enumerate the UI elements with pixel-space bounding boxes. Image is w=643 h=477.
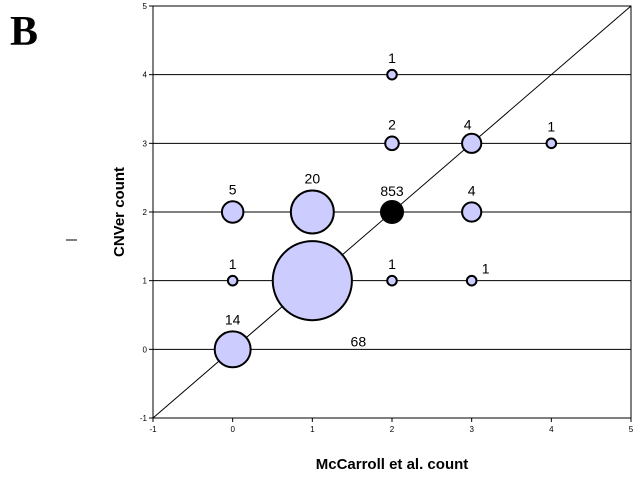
y-tick-label: 3 <box>143 139 148 148</box>
bubble <box>220 200 245 224</box>
x-tick-label: 1 <box>310 425 315 434</box>
bubble <box>384 135 400 152</box>
bubble <box>465 274 478 287</box>
x-tick-label: 0 <box>230 425 235 434</box>
y-axis-title: CNVer count <box>111 167 128 257</box>
bubble-count-label: 1 <box>388 256 396 272</box>
bubble-count-label: 853 <box>380 183 404 199</box>
bubble-count-label: 1 <box>547 119 555 135</box>
bubble-count-label: 5 <box>229 181 237 197</box>
x-axis-title: McCarroll et al. count <box>316 456 469 473</box>
y-tick-label: 1 <box>143 277 148 286</box>
x-tick-label: -1 <box>149 425 157 434</box>
y-axis-ticks: -1 0 1 2 3 4 5 <box>140 2 153 423</box>
bubble <box>271 240 353 322</box>
y-tick-label: 5 <box>143 2 148 11</box>
panel-label: B <box>10 9 39 55</box>
y-tick-label: 4 <box>143 71 148 80</box>
bubble-count-label: 1 <box>388 50 396 66</box>
bubble-count-label: 14 <box>225 311 241 327</box>
x-tick-label: 2 <box>390 425 395 434</box>
bubble <box>545 137 558 150</box>
bubble <box>289 189 335 235</box>
bubble <box>226 274 239 287</box>
bubble-count-label: 68 <box>351 334 367 350</box>
bubble-count-label: 4 <box>464 116 472 132</box>
y-tick-label: 0 <box>143 345 148 354</box>
bubble <box>461 201 483 223</box>
bubble-count-label: 1 <box>482 261 490 277</box>
bubble <box>380 200 404 224</box>
x-axis-ticks: -1 0 1 2 3 4 5 <box>149 418 634 434</box>
bubble <box>461 132 483 154</box>
bubble-count-label: 1 <box>229 256 237 272</box>
count-labels: 1 2 4 1 5 20 853 4 1 68 1 1 14 <box>225 50 556 350</box>
bubbles <box>213 68 558 369</box>
x-tick-label: 5 <box>629 425 634 434</box>
x-tick-label: 4 <box>549 425 554 434</box>
y-tick-label: -1 <box>140 414 148 423</box>
bubble <box>213 330 252 369</box>
bubble-count-label: 4 <box>468 182 476 198</box>
bubble-count-label: 2 <box>388 117 396 133</box>
y-tick-label: 2 <box>143 208 148 217</box>
bubble <box>386 274 398 287</box>
bubble-count-label: 20 <box>305 171 321 187</box>
x-tick-label: 3 <box>469 425 474 434</box>
bubble <box>386 68 398 81</box>
